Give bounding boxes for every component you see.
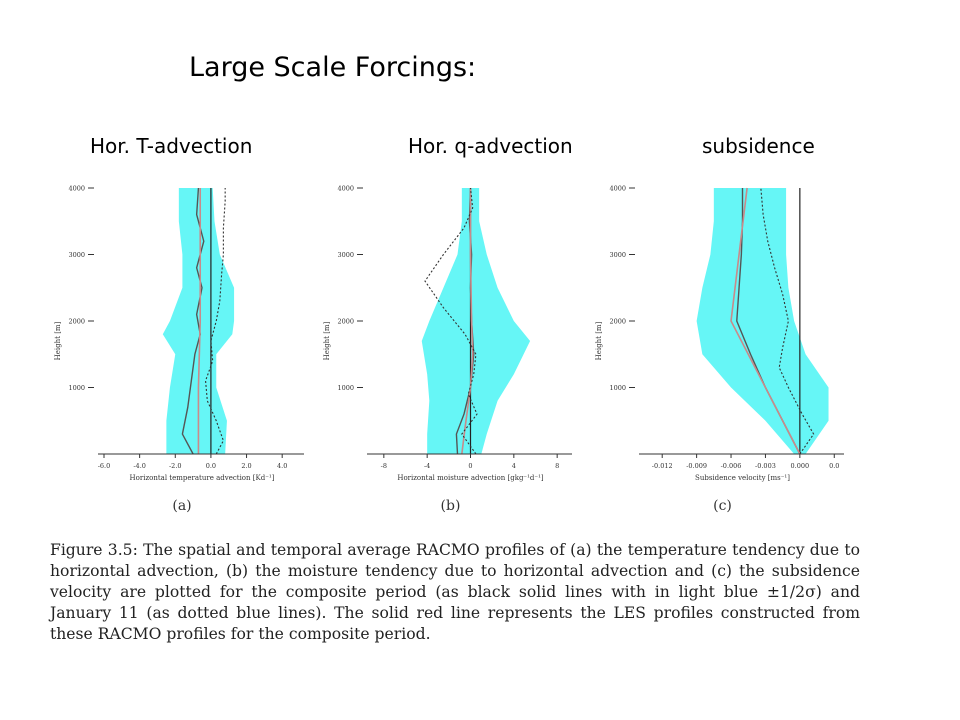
panel-title-a: Hor. T-advection xyxy=(90,134,253,158)
panel-sub-label: (c) xyxy=(713,498,732,514)
les-profile-line xyxy=(461,188,474,455)
x-tick-label: -4.0 xyxy=(133,462,146,470)
slide-title: Large Scale Forcings: xyxy=(189,52,477,83)
panel-sub-label: (b) xyxy=(441,498,461,514)
x-tick-label: 4 xyxy=(512,462,516,470)
y-axis-label: Height [m] xyxy=(54,321,62,360)
les-profile-line xyxy=(730,187,801,455)
sigma-band xyxy=(421,188,531,454)
panel-sub-label: (a) xyxy=(172,498,191,514)
y-tick-label: 3000 xyxy=(609,251,626,259)
y-axis-label: Height [m] xyxy=(323,321,331,360)
chart-panel-b: -8 -4 0 4 8 Horizontal moisture advection [gk… xyxy=(323,185,572,514)
les-profile-line xyxy=(197,188,202,454)
x-axis-label: Horizontal temperature advection [Kd⁻¹] xyxy=(130,474,275,482)
x-tick-label: 2.0 xyxy=(241,462,251,470)
y-tick-label: 1000 xyxy=(68,384,85,392)
x-tick-label: 0.0 xyxy=(206,462,216,470)
panel-title-c: subsidence xyxy=(702,134,815,158)
x-tick-label: 0 xyxy=(468,462,472,470)
x-tick-label: -0.009 xyxy=(686,462,707,470)
caption-text: The spatial and temporal average RACMO p… xyxy=(50,541,860,643)
x-axis-label: Subsidence velocity [ms⁻¹] xyxy=(695,474,790,482)
y-tick-label: 2000 xyxy=(68,318,85,326)
x-tick-label: 8 xyxy=(555,462,559,470)
x-tick-label: -6.0 xyxy=(98,462,111,470)
y-tick-label: 2000 xyxy=(337,318,354,326)
x-tick-label: -0.003 xyxy=(755,462,776,470)
y-tick-label: 3000 xyxy=(337,251,354,259)
y-tick-label: 1000 xyxy=(609,384,626,392)
x-tick-label: -4 xyxy=(424,462,430,470)
x-tick-label: -8 xyxy=(381,462,387,470)
y-tick-label: 4000 xyxy=(609,185,626,193)
y-tick-label: 3000 xyxy=(68,251,85,259)
chart-panel-c: -0.012 -0.009 -0.006 -0.003 0.000 0.0 Subsiden… xyxy=(595,185,844,514)
x-axis-label: Horizontal moisture advection [gkg⁻¹d⁻¹] xyxy=(397,474,544,482)
jan11-profile-line xyxy=(424,187,478,455)
jan11-profile-line xyxy=(760,187,815,455)
x-tick-label: 0.0 xyxy=(829,462,839,470)
panel-title-b: Hor. q-advection xyxy=(408,134,573,158)
x-tick-label: -0.006 xyxy=(721,462,742,470)
jan11-profile-line xyxy=(205,188,226,455)
y-tick-label: 1000 xyxy=(337,384,354,392)
caption-label: Figure 3.5: xyxy=(50,541,138,559)
x-tick-label: -0.012 xyxy=(652,462,673,470)
y-tick-label: 2000 xyxy=(609,318,626,326)
figure-caption: Figure 3.5: The spatial and temporal ave… xyxy=(50,540,860,645)
mean-profile-line xyxy=(181,187,205,455)
y-tick-label: 4000 xyxy=(337,185,354,193)
x-tick-label: 0.000 xyxy=(791,462,810,470)
x-tick-label: 4.0 xyxy=(277,462,287,470)
y-axis-label: Height [m] xyxy=(595,321,603,360)
y-tick-label: 4000 xyxy=(68,185,85,193)
sigma-band xyxy=(696,188,829,454)
x-tick-label: -2.0 xyxy=(169,462,182,470)
